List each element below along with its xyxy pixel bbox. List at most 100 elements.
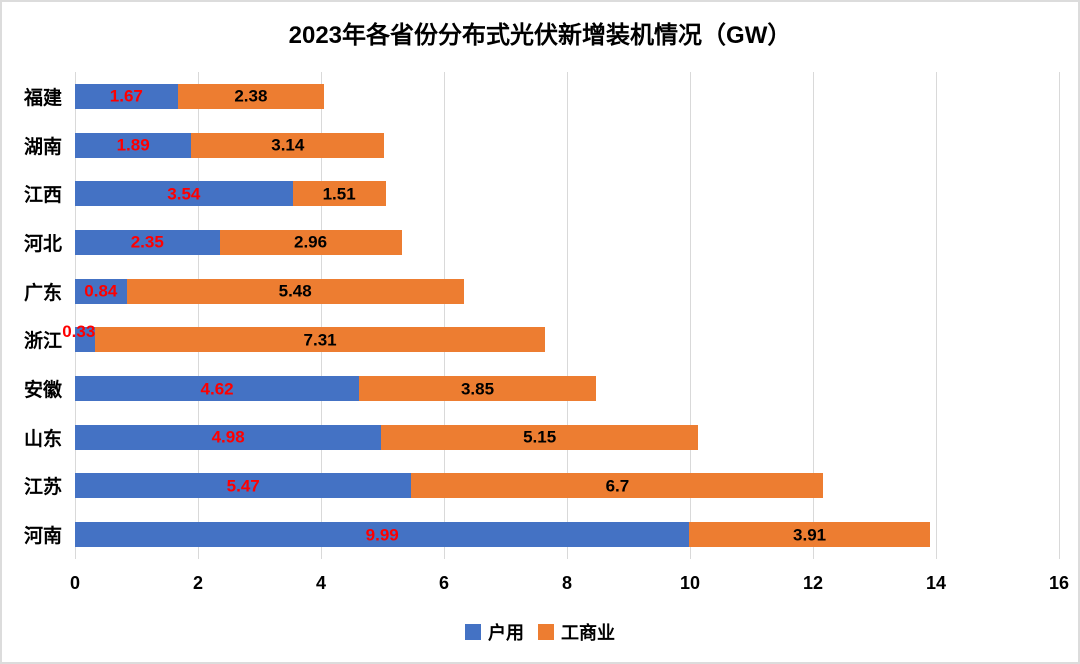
bar-row: 山东 4.98 5.15	[24, 413, 1059, 462]
x-axis-tick-label: 4	[315, 573, 327, 593]
category-label: 浙江	[23, 331, 62, 353]
value-label: 5.48	[278, 281, 312, 301]
bar-segment-commercial: 3.91	[689, 522, 930, 548]
category-label: 江苏	[23, 477, 62, 499]
gridlines-layer	[74, 72, 1060, 559]
value-label: 4.62	[200, 379, 234, 399]
bar-segment-commercial: 7.31	[95, 327, 545, 353]
value-label: 2.38	[234, 86, 268, 106]
bar-segment-commercial: 5.15	[381, 424, 698, 450]
bar-row: 河北 2.35 2.96	[24, 218, 1059, 267]
value-label: 4.98	[211, 427, 245, 447]
plot-area: 福建 1.67 2.38 湖南 1.89 3.14 江西 3.54 1.51 河北 2.35 2.96…	[24, 72, 1069, 593]
value-label: 2.96	[293, 232, 328, 252]
gridline	[74, 72, 76, 559]
category-label: 湖南	[23, 136, 62, 158]
stacked-bar: 5.47 6.7	[75, 473, 824, 499]
legend-item: 工商业	[538, 619, 615, 645]
value-label: 6.7	[605, 476, 630, 496]
stacked-bar: 0.33 7.31	[62, 323, 545, 353]
category-label: 河北	[23, 233, 62, 255]
bar-segment-residential: 5.47	[75, 473, 412, 499]
value-label: 1.89	[116, 135, 150, 155]
value-label: 3.54	[167, 184, 201, 204]
bar-row: 江苏 5.47 6.7	[24, 462, 1059, 511]
value-label: 5.15	[523, 427, 557, 447]
chart-title: 2023年各省份分布式光伏新增装机情况（GW）	[288, 22, 792, 49]
category-label: 河南	[23, 526, 62, 548]
value-label: 3.14	[271, 135, 305, 155]
x-axis-tick-label: 2	[192, 573, 204, 593]
value-label: 7.31	[303, 330, 337, 350]
gridline	[197, 72, 199, 559]
stacked-bar: 1.67 2.38	[75, 83, 325, 109]
stacked-bar: 4.98 5.15	[75, 424, 698, 450]
x-axis-tick-label: 16	[1048, 573, 1070, 593]
gridline	[812, 72, 814, 559]
bar-segment-residential: 3.54	[75, 181, 293, 207]
bar-row: 福建 1.67 2.38	[24, 72, 1059, 121]
x-axis-tick-label: 8	[561, 573, 573, 593]
stacked-bar: 1.89 3.14	[75, 132, 385, 158]
legend: 户用 工商业	[2, 619, 1078, 645]
gridline	[566, 72, 568, 559]
bar-segment-commercial: 1.51	[292, 181, 386, 207]
gridline	[935, 72, 937, 559]
category-label: 山东	[23, 428, 62, 450]
stacked-bar: 0.84 5.48	[75, 278, 464, 304]
bar-segment-residential: 9.99	[75, 522, 690, 548]
gridline	[320, 72, 322, 559]
bar-segment-commercial: 2.38	[177, 83, 325, 109]
category-label: 江西	[23, 185, 62, 207]
bar-row: 湖南 1.89 3.14	[24, 121, 1059, 170]
legend-swatch	[538, 624, 554, 640]
bar-segment-residential: 1.89	[75, 132, 192, 158]
stacked-bar: 4.62 3.85	[75, 376, 596, 402]
value-label: 9.99	[365, 525, 399, 545]
stacked-bar: 3.54 1.51	[75, 181, 386, 207]
bar-segment-residential: 1.67	[75, 83, 178, 109]
value-label: 1.51	[322, 184, 356, 204]
x-axis-tick-label: 14	[925, 573, 947, 593]
category-label: 广东	[23, 282, 62, 304]
gridline	[443, 72, 445, 559]
x-axis-tick-label: 6	[438, 573, 450, 593]
bar-row: 广东 0.84 5.48	[24, 267, 1059, 316]
stacked-bar: 9.99 3.91	[75, 522, 930, 548]
gridline	[689, 72, 691, 559]
value-label: 2.35	[130, 232, 164, 252]
bars-layer: 福建 1.67 2.38 湖南 1.89 3.14 江西 3.54 1.51 河北 2.35 2.96…	[24, 72, 1059, 559]
bar-row: 安徽 4.62 3.85	[24, 364, 1059, 413]
bar-segment-residential: 2.35	[75, 229, 220, 255]
legend-label: 工商业	[561, 623, 615, 643]
value-label: 3.85	[460, 379, 495, 399]
bar-row: 河南 9.99 3.91	[24, 510, 1059, 559]
gridline	[1058, 72, 1060, 559]
bar-segment-commercial: 3.14	[191, 132, 385, 158]
stacked-bar: 2.35 2.96	[75, 229, 402, 255]
legend-swatch	[465, 624, 481, 640]
bar-row: 江西 3.54 1.51	[24, 169, 1059, 218]
bar-segment-residential: 0.84	[75, 278, 127, 304]
bar-segment-residential: 0.33	[62, 323, 96, 353]
bar-segment-commercial: 2.96	[219, 229, 402, 255]
category-label: 安徽	[23, 380, 62, 402]
x-axis-tick-label: 0	[69, 573, 81, 593]
value-label: 1.67	[109, 86, 143, 106]
bar-segment-commercial: 5.48	[126, 278, 464, 304]
x-axis-tick-label: 12	[802, 573, 824, 593]
bar-segment-residential: 4.62	[75, 376, 360, 402]
bar-segment-commercial: 6.7	[411, 473, 824, 499]
legend-label: 户用	[488, 623, 524, 643]
value-label: 0.84	[84, 281, 118, 301]
x-axis-tick-label: 10	[679, 573, 701, 593]
value-label: 3.91	[793, 525, 827, 545]
bar-segment-residential: 4.98	[75, 424, 382, 450]
legend-item: 户用	[465, 619, 524, 645]
value-label: 5.47	[226, 476, 260, 496]
bar-segment-commercial: 3.85	[359, 376, 596, 402]
bar-row: 浙江 0.33 7.31	[24, 316, 1059, 365]
x-axis: 0 2 4 6 8 10 12 14 16	[70, 559, 1069, 599]
category-label: 福建	[23, 87, 62, 109]
